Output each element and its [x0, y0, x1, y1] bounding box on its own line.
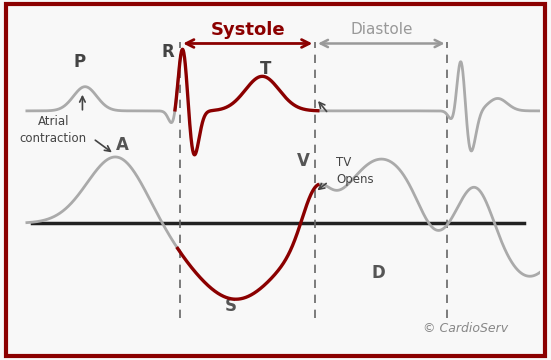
Text: S: S: [225, 297, 236, 315]
Text: T: T: [260, 60, 272, 78]
Text: TV
Opens: TV Opens: [336, 156, 374, 186]
Text: Atrial
contraction: Atrial contraction: [20, 115, 87, 145]
Text: A: A: [116, 136, 128, 154]
Text: Diastole: Diastole: [350, 22, 413, 37]
Text: © CardioServ: © CardioServ: [423, 322, 508, 335]
Text: V: V: [297, 152, 310, 170]
Text: D: D: [372, 264, 386, 282]
Text: Systole: Systole: [210, 21, 285, 39]
Text: P: P: [74, 54, 86, 72]
Text: R: R: [161, 43, 174, 61]
